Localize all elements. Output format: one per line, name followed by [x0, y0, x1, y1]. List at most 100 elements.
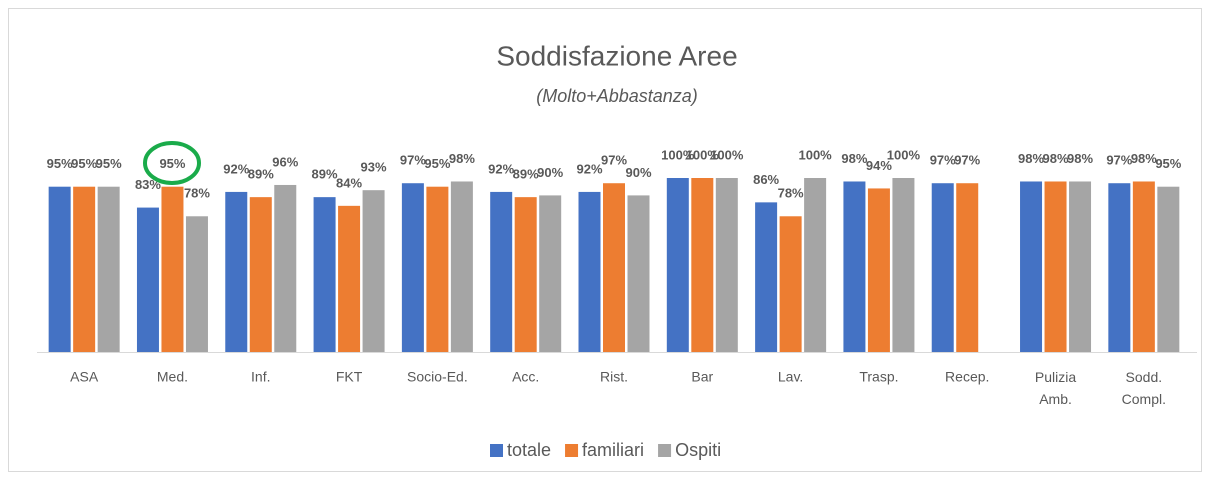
bar [161, 186, 184, 352]
legend-swatch [565, 444, 579, 457]
data-label: 98% [1067, 151, 1093, 166]
data-label: 89% [513, 167, 539, 182]
data-label: 78% [184, 186, 210, 201]
bar [1132, 181, 1155, 352]
data-label: 97% [1106, 153, 1132, 168]
data-label: 92% [576, 161, 602, 176]
x-tick-label: Socio-Ed. [407, 369, 468, 385]
data-label: 97% [601, 153, 627, 168]
bar [48, 186, 71, 352]
x-tick-label-line: Pulizia [1035, 369, 1076, 385]
data-label: 100% [686, 147, 720, 162]
x-tick-label: FKT [336, 369, 363, 385]
data-label: 86% [753, 172, 779, 187]
bar [755, 202, 778, 352]
data-label: 98% [1131, 151, 1157, 166]
chart-title: Soddisfazione Aree [496, 40, 737, 71]
bar [539, 195, 562, 352]
bar [1108, 183, 1131, 352]
bar [691, 178, 714, 352]
x-tick-label: Pulizia Amb. [1035, 369, 1076, 407]
bar [401, 183, 424, 352]
data-label: 94% [866, 158, 892, 173]
bar [274, 184, 297, 352]
data-label: 98% [1018, 151, 1044, 166]
x-tick-label: Lav. [778, 369, 803, 385]
data-label: 100% [710, 147, 744, 162]
data-label: 96% [272, 154, 298, 169]
legend-label: Ospiti [675, 440, 721, 460]
x-tick-label: Med. [157, 369, 188, 385]
bar [450, 181, 473, 352]
bar [956, 183, 979, 352]
bar [1157, 186, 1180, 352]
bar [1069, 181, 1092, 352]
legend-label: totale [507, 440, 551, 460]
x-tick-label: Acc. [512, 369, 539, 385]
bar [603, 183, 625, 352]
data-label: 90% [625, 165, 651, 180]
bar [362, 190, 385, 352]
bar [843, 181, 866, 352]
x-tick-label-line: Amb. [1039, 391, 1072, 407]
bar [1020, 181, 1043, 352]
highlight-circle [143, 141, 201, 185]
data-label: 100% [798, 147, 832, 162]
bar [1044, 181, 1067, 352]
bar [715, 178, 738, 352]
data-label: 90% [537, 165, 563, 180]
data-label: 93% [361, 160, 387, 175]
data-label: 95% [71, 156, 97, 171]
bar [185, 216, 208, 352]
bar [136, 207, 159, 352]
legend-label: familiari [582, 440, 644, 460]
data-label: 97% [954, 153, 980, 168]
bar [338, 205, 361, 352]
x-tick-label: Recep. [945, 369, 989, 385]
bar [249, 197, 272, 352]
bar [627, 195, 650, 352]
data-label: 89% [248, 167, 274, 182]
bar [514, 197, 537, 352]
data-label: 97% [400, 153, 426, 168]
data-label: 95% [96, 156, 122, 171]
bar [892, 178, 915, 352]
x-tick-label: ASA [70, 369, 99, 385]
legend-swatch [490, 444, 503, 457]
bar [490, 191, 513, 352]
data-label: 98% [449, 151, 475, 166]
data-label: 95% [47, 156, 73, 171]
x-tick-label: Sodd. Compl. [1122, 369, 1166, 407]
bar [931, 183, 954, 352]
data-label: 84% [336, 175, 362, 190]
data-label: 92% [223, 161, 249, 176]
data-label: 97% [930, 153, 956, 168]
legend-swatch [658, 444, 672, 457]
x-tick-label: Rist. [600, 369, 628, 385]
bar [97, 186, 120, 352]
bar [426, 186, 449, 352]
data-label: 100% [887, 147, 921, 162]
data-label: 95% [159, 156, 185, 171]
data-label: 92% [488, 161, 514, 176]
x-tick-label: Trasp. [859, 369, 898, 385]
bar [313, 197, 336, 352]
bar [804, 178, 827, 352]
bar [779, 216, 802, 352]
x-tick-label: Inf. [251, 369, 270, 385]
data-label: 89% [312, 167, 338, 182]
data-label: 83% [135, 177, 161, 192]
x-tick-label-line: Compl. [1122, 391, 1166, 407]
data-label: 100% [661, 147, 695, 162]
bar [225, 191, 248, 352]
bar [666, 178, 689, 352]
x-tick-label: Bar [691, 369, 713, 385]
data-label: 95% [424, 156, 450, 171]
data-label: 98% [841, 151, 867, 166]
data-label: 78% [778, 186, 804, 201]
chart-subtitle: (Molto+Abbastanza) [536, 86, 698, 106]
data-label: 95% [1155, 156, 1181, 171]
data-label: 98% [1043, 151, 1069, 166]
bar [73, 186, 96, 352]
